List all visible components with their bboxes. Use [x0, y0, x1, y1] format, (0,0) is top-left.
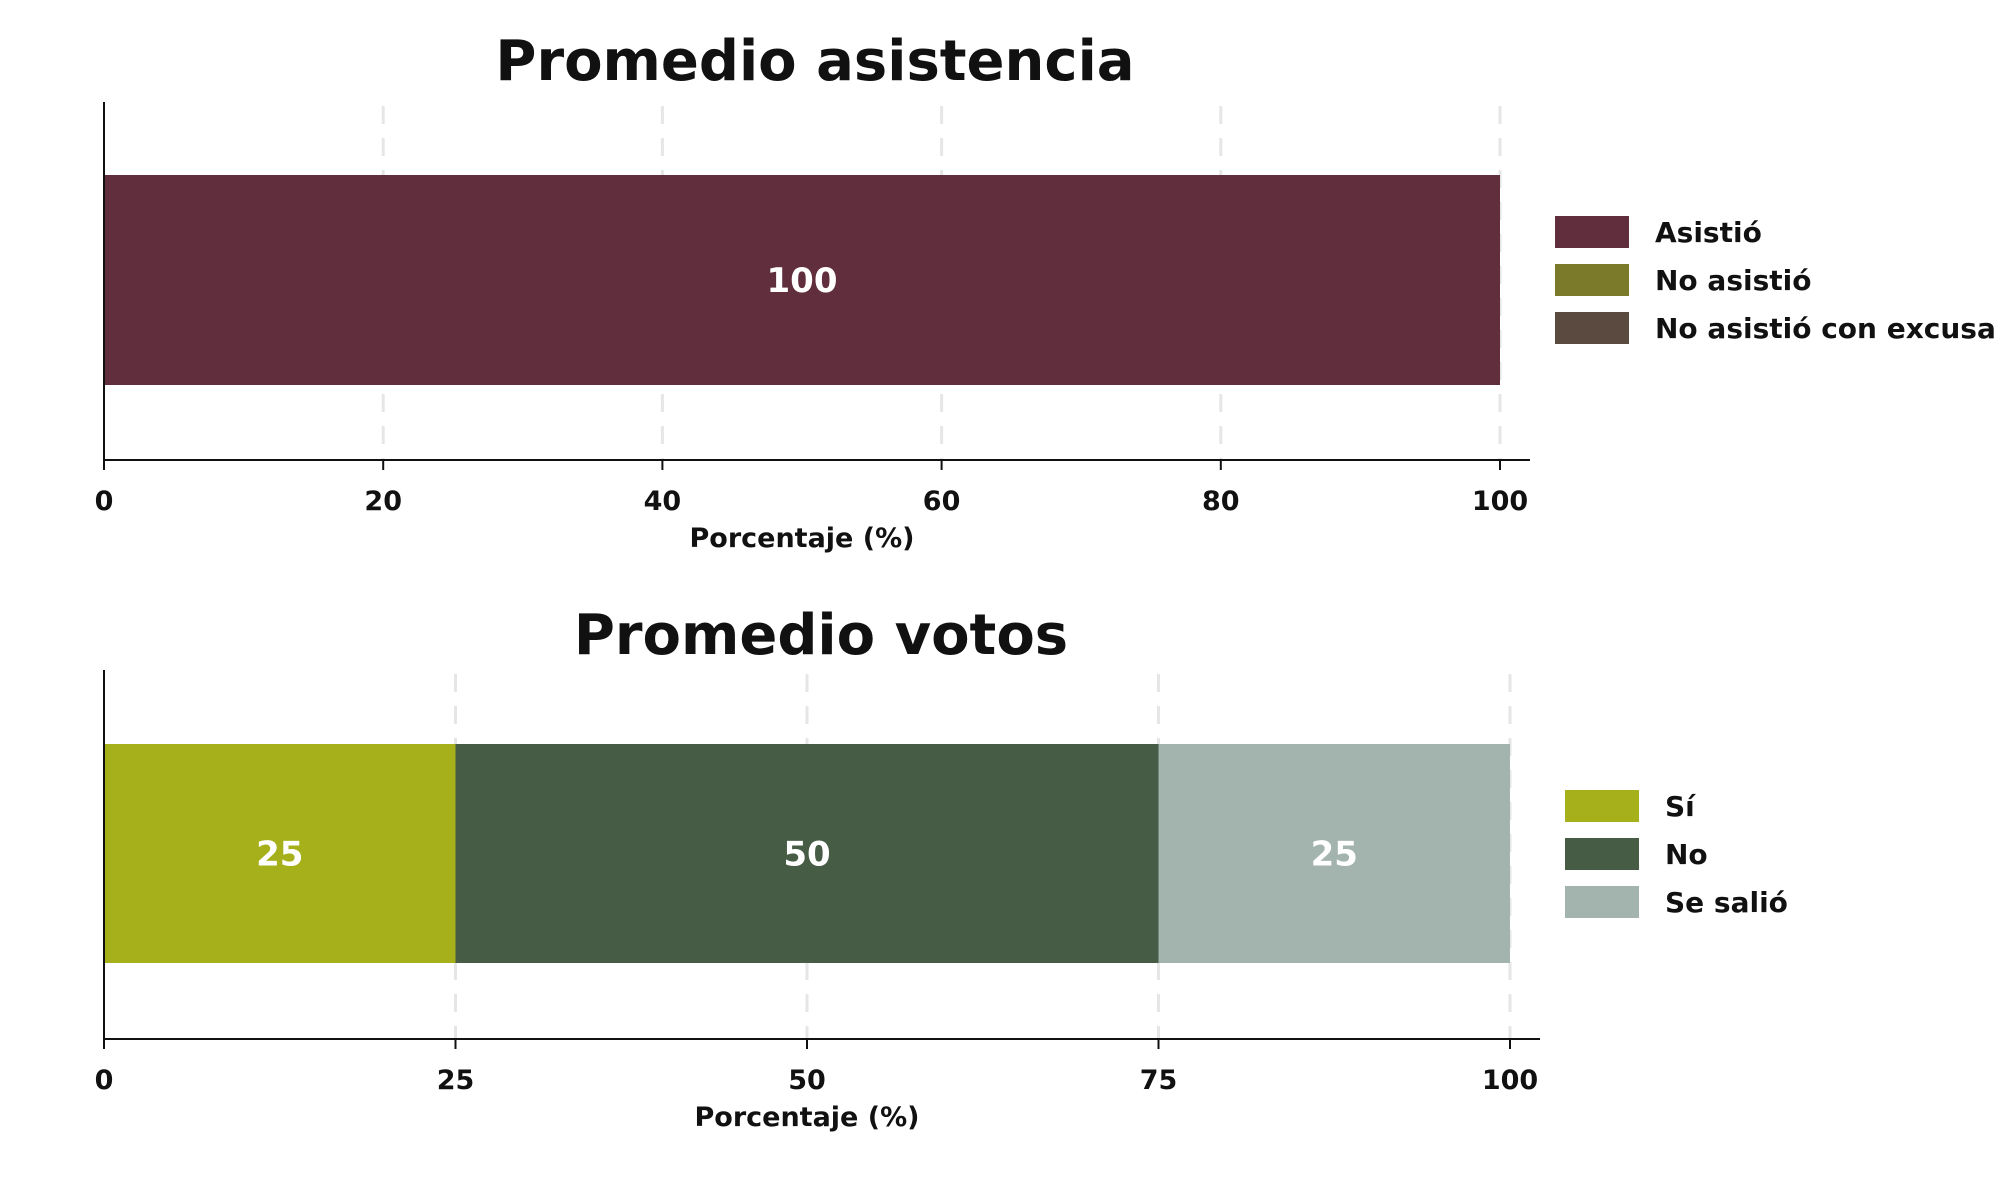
legend-swatch [1555, 216, 1629, 248]
legend-label: Se salió [1665, 886, 1788, 919]
chart-title: Promedio asistencia [495, 29, 1134, 94]
legend-swatch [1555, 264, 1629, 296]
x-tick-label: 50 [788, 1065, 826, 1096]
data-label: 25 [256, 835, 303, 875]
x-tick-label: 0 [95, 486, 114, 517]
x-tick-label: 100 [1482, 1065, 1538, 1096]
x-axis-label: Porcentaje (%) [689, 523, 914, 554]
legend-swatch [1565, 790, 1639, 822]
x-tick-label: 100 [1472, 486, 1528, 517]
data-label: 100 [767, 261, 838, 301]
x-tick-label: 0 [95, 1065, 114, 1096]
legend-label: Sí [1665, 790, 1696, 823]
x-tick-label: 20 [364, 486, 402, 517]
x-tick-label: 75 [1140, 1065, 1178, 1096]
legend-label: No asistió con excusa [1655, 312, 1996, 345]
data-label: 50 [783, 835, 830, 875]
x-tick-label: 60 [923, 486, 961, 517]
chart-title: Promedio votos [574, 603, 1068, 668]
x-tick-label: 40 [644, 486, 682, 517]
bar-segment [1158, 744, 1510, 963]
votes-chart: Promedio votos 0 25 50 75 100 25 50 25 Porcentaje… [95, 603, 1788, 1133]
legend-label: No asistió [1655, 264, 1811, 297]
legend-label: Asistió [1655, 216, 1762, 249]
attendance-chart: Promedio asistencia 0 20 40 60 80 100 100 Porcen… [95, 29, 1996, 554]
bar-segment [104, 175, 1500, 385]
x-axis-label: Porcentaje (%) [694, 1102, 919, 1133]
x-tick-label: 25 [437, 1065, 475, 1096]
x-tick-label: 80 [1202, 486, 1240, 517]
bar-segment [104, 744, 456, 963]
data-label: 25 [1311, 835, 1358, 875]
legend-label: No [1665, 838, 1708, 871]
bar-segment [455, 744, 1159, 963]
legend-swatch [1565, 838, 1639, 870]
legend-swatch [1565, 886, 1639, 918]
legend-swatch [1555, 312, 1629, 344]
